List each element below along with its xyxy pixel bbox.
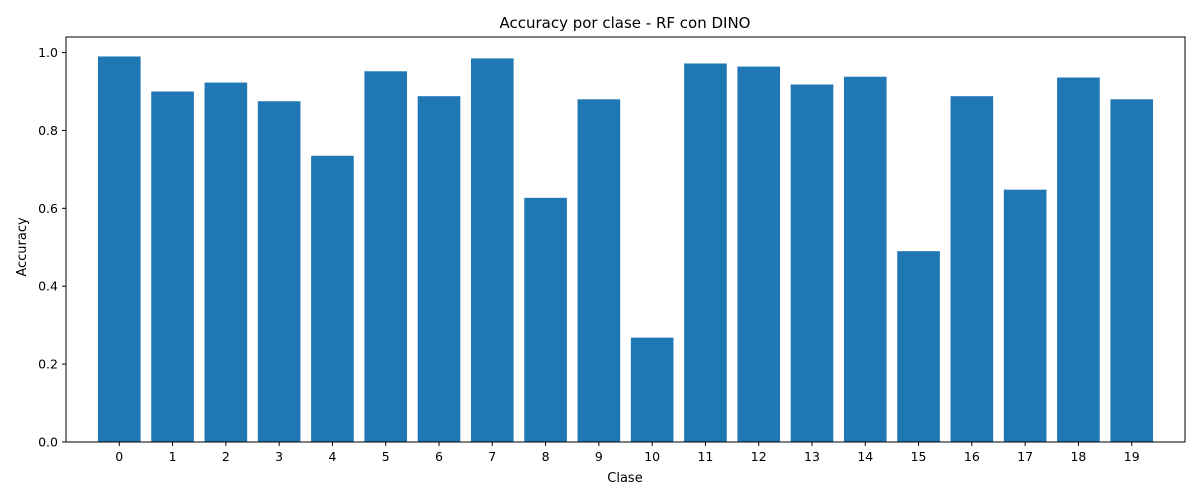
x-tick-label: 13 (804, 449, 820, 464)
bar-class-14 (843, 76, 887, 442)
x-tick-label: 10 (644, 449, 660, 464)
bar-class-4 (311, 155, 354, 442)
x-tick-label: 2 (222, 449, 230, 464)
x-tick-label: 8 (542, 449, 550, 464)
x-tick-label: 0 (115, 449, 123, 464)
bar-class-18 (1057, 77, 1100, 442)
x-tick-label: 12 (751, 449, 767, 464)
bar-class-3 (257, 101, 301, 442)
bar-class-15 (897, 251, 940, 442)
bar-class-2 (204, 82, 248, 442)
y-tick-label: 1.0 (38, 45, 58, 60)
axes-group: 0 1 2 3 4 5 6 7 8 9 10 11 12 13 14 15 16 17 18 190.00.20.40… (38, 36, 1186, 464)
bar-class-6 (417, 96, 461, 442)
bar-class-7 (470, 58, 514, 442)
bar-class-16 (950, 96, 994, 442)
x-tick-label: 16 (964, 449, 980, 464)
x-tick-label: 4 (328, 449, 336, 464)
x-tick-label: 6 (435, 449, 443, 464)
x-tick-label: 11 (697, 449, 713, 464)
x-tick-label: 15 (911, 449, 927, 464)
plot-frame (65, 36, 1186, 443)
x-tick-label: 14 (857, 449, 873, 464)
x-tick-label: 1 (169, 449, 177, 464)
y-tick-label: 0.4 (38, 279, 58, 294)
x-tick-label: 3 (275, 449, 283, 464)
bar-class-17 (1003, 189, 1047, 442)
bar-class-19 (1110, 99, 1154, 443)
bar-class-1 (151, 91, 194, 443)
x-tick-label: 19 (1124, 449, 1140, 464)
x-axis-title: Clase (607, 471, 642, 486)
y-axis-title: Accuracy (15, 217, 30, 277)
y-tick-label: 0.8 (38, 123, 58, 138)
bar-class-5 (364, 71, 408, 443)
bar-class-8 (524, 197, 567, 442)
bar-class-9 (577, 99, 621, 443)
bar-class-11 (684, 63, 727, 442)
x-tick-label: 17 (1017, 449, 1033, 464)
x-tick-label: 5 (382, 449, 390, 464)
chart-title: Accuracy por clase - RF con DINO (499, 14, 750, 32)
x-tick-label: 18 (1070, 449, 1086, 464)
y-tick-label: 0.6 (38, 201, 58, 216)
y-tick-label: 0.0 (38, 435, 58, 450)
bar-class-0 (97, 56, 141, 442)
bars-group (97, 56, 1154, 443)
y-tick-label: 0.2 (38, 357, 58, 372)
bar-class-13 (790, 84, 834, 442)
x-tick-label: 7 (488, 449, 496, 464)
x-tick-label: 9 (595, 449, 603, 464)
bar-class-10 (630, 337, 674, 442)
bar-class-12 (737, 66, 781, 442)
